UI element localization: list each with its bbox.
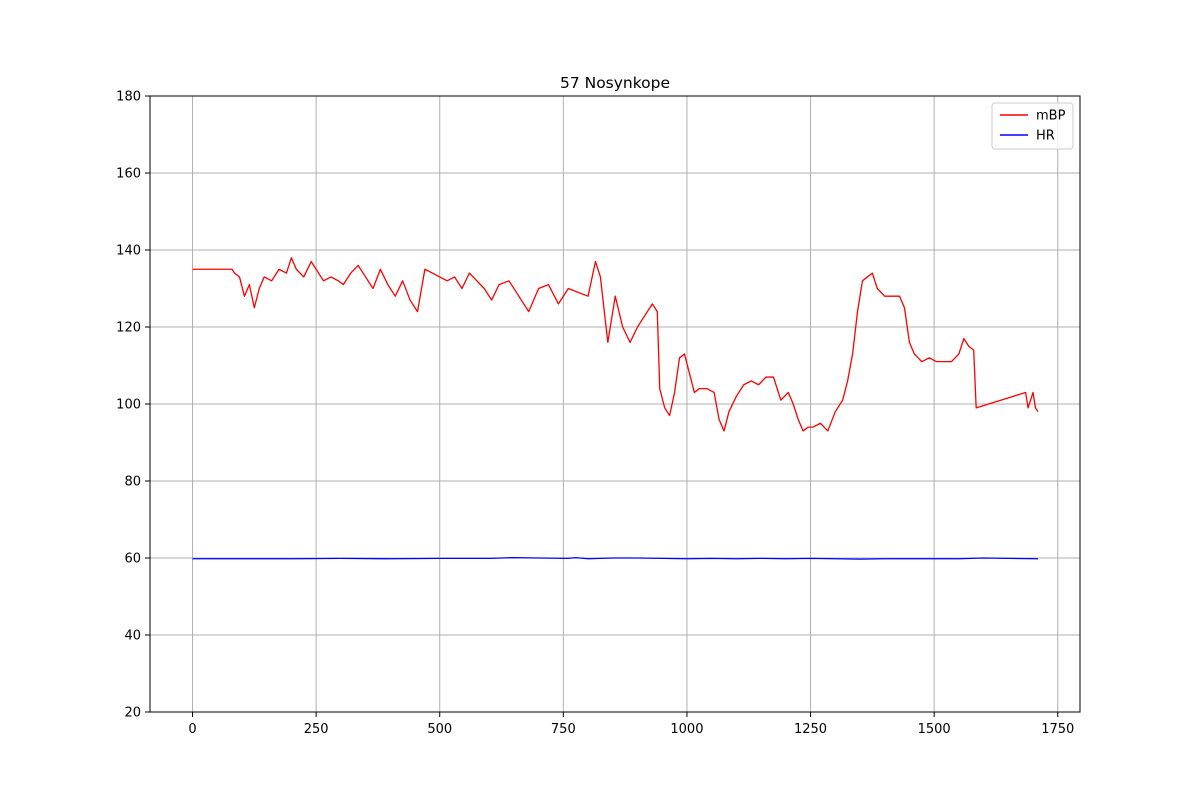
axis-ticks: 0 250 500 750 1000 1250 1500 1750 20 40 60 80 100 120… <box>116 90 1074 738</box>
y-tick-label: 40 <box>124 629 141 644</box>
legend: mBP HR <box>991 102 1074 150</box>
x-tick-label: 1500 <box>918 722 951 737</box>
y-tick-label: 120 <box>116 321 141 336</box>
chart-title: 57 Nosynkope <box>560 74 670 92</box>
series-line-hr <box>192 556 1038 560</box>
legend-label-mbp: mBP <box>1036 109 1066 124</box>
x-tick-label: 1250 <box>794 722 827 737</box>
y-tick-label: 140 <box>116 244 141 259</box>
x-tick-label: 250 <box>304 722 329 737</box>
y-tick-label: 60 <box>124 552 141 567</box>
y-tick-label: 100 <box>116 398 141 413</box>
x-tick-label: 500 <box>427 722 452 737</box>
x-tick-label: 750 <box>551 722 576 737</box>
series-group <box>192 257 1039 560</box>
legend-label-hr: HR <box>1036 129 1055 144</box>
series-line-mbp <box>192 257 1039 432</box>
y-tick-label: 20 <box>124 706 141 721</box>
x-tick-label: 1000 <box>670 722 703 737</box>
x-tick-label: 0 <box>188 722 196 737</box>
y-tick-label: 80 <box>124 475 141 490</box>
y-tick-label: 180 <box>116 90 141 105</box>
y-tick-label: 160 <box>116 167 141 182</box>
x-tick-label: 1750 <box>1041 722 1074 737</box>
